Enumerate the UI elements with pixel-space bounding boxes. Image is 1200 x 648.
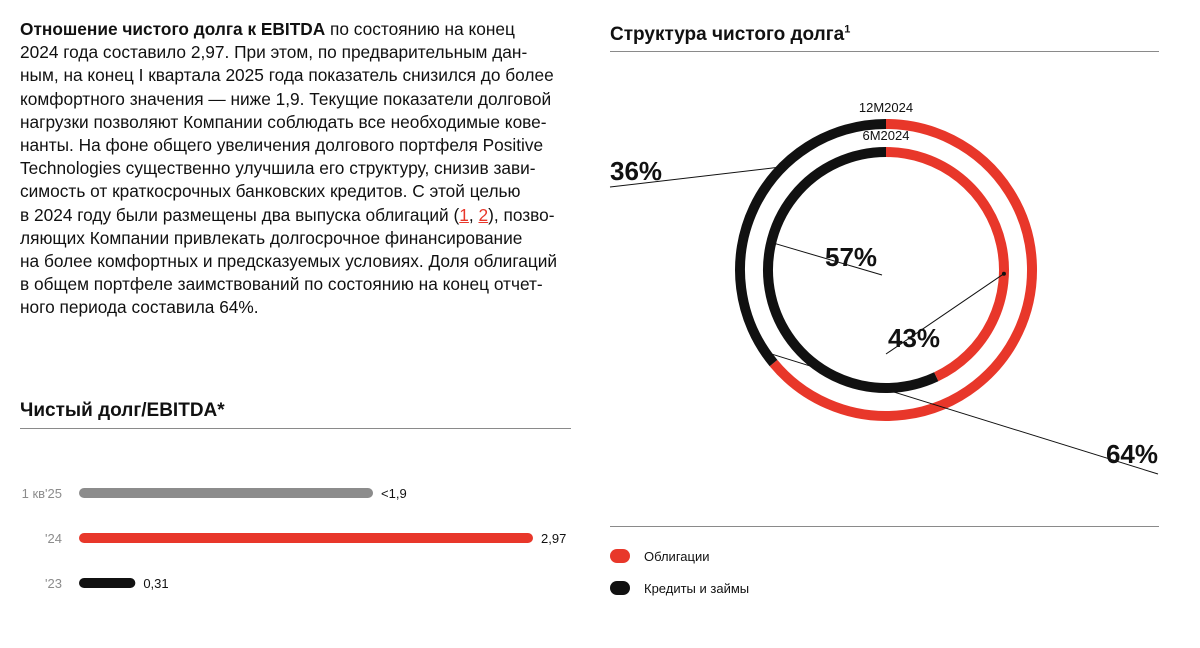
paragraph-line: ляющих Компании привлекать долгосрочное …	[20, 227, 523, 248]
donut-slice	[763, 147, 939, 393]
donut-chart-title-text: Структура чистого долга	[610, 24, 845, 45]
callout-leader-line	[771, 241, 883, 276]
legend-label: Кредиты и займы	[644, 580, 750, 596]
paragraph-separator: ,	[468, 204, 479, 225]
donut-slice	[735, 119, 887, 367]
bar-category-label: 1 кв'25	[22, 486, 62, 501]
donut-chart-title-rule	[610, 51, 1159, 52]
legend-swatch	[610, 549, 630, 563]
paragraph-line: ным, на конец I квартала 2025 года показ…	[20, 65, 554, 86]
paragraph-line: комфортного значения — ниже 1,9. Текущие…	[20, 88, 552, 109]
paragraph-bold-lead: Отношение чистого долга к EBITDA	[20, 19, 326, 39]
net-debt-structure-donut-chart: 12M2024 6M2024 64% 36% 43% 57%	[609, 100, 1159, 475]
callout-leader-line	[609, 166, 783, 188]
donut-percent-label: 43%	[888, 323, 940, 353]
bar-value-label: 0,31	[143, 576, 168, 591]
bar-category-label: '24	[45, 531, 62, 546]
bond-issue-link-2[interactable]: 2	[478, 204, 489, 225]
legend-swatch	[610, 581, 630, 595]
legend-label: Облигации	[644, 548, 710, 564]
donut-chart-title-footnote: 1	[844, 23, 851, 36]
legend-top-rule	[610, 526, 1159, 527]
legend-item: Облигации	[610, 540, 749, 572]
paragraph-line: по состоянию на конец	[325, 19, 515, 39]
paragraph-line: в 2024 году были размещены два выпуска о…	[20, 204, 460, 225]
paragraph-line: на более комфортных и предсказуемых усло…	[20, 251, 558, 272]
donut-ring-label: 6M2024	[863, 128, 910, 143]
donut-legend: Облигации Кредиты и займы	[610, 540, 749, 604]
donut-ring-label: 12M2024	[859, 100, 913, 115]
paragraph-line: симость от краткосрочных банковских кред…	[20, 181, 521, 202]
bar-value-label: <1,9	[381, 486, 407, 501]
bar-value-label: 2,97	[541, 531, 566, 546]
paragraph-line: ), позво-	[488, 204, 555, 225]
donut-percent-label: 64%	[1106, 439, 1158, 469]
callout-leader-line	[765, 351, 1159, 475]
callout-anchor-dot	[1001, 271, 1006, 276]
bond-issue-link-1[interactable]: 1	[459, 204, 469, 225]
paragraph-line: в общем портфеле заимствований по состоя…	[20, 274, 543, 295]
donut-percent-label: 57%	[825, 242, 877, 272]
bar-chart-title-rule	[20, 428, 571, 429]
intro-paragraph: Отношение чистого долга к EBITDA по сост…	[20, 18, 580, 320]
net-debt-ebitda-bar-chart: 1 кв'25 <1,9 '24 2,97 '23 0,31	[22, 486, 567, 591]
paragraph-line: 2024 года составило 2,97. При этом, по п…	[20, 42, 528, 63]
callout-leader-line	[885, 273, 1005, 355]
donut-percent-label: 36%	[610, 156, 662, 186]
bar-category-label: '23	[45, 576, 62, 591]
callout-anchor-dot	[769, 240, 774, 245]
paragraph-line: ного периода составила 64%.	[20, 297, 259, 318]
bar-chart-title: Чистый долг/EBITDA*	[20, 400, 225, 421]
donut-slice	[885, 147, 1009, 382]
donut-chart-title: Структура чистого долга1	[610, 24, 850, 46]
paragraph-line: нанты. На фоне общего увеличения долгово…	[20, 135, 544, 156]
donut-slice	[769, 119, 1038, 421]
callout-anchor-dot	[780, 164, 785, 169]
legend-item: Кредиты и займы	[610, 572, 749, 604]
paragraph-line: Technologies существенно улучшила его ст…	[20, 158, 536, 179]
paragraph-line: нагрузки позволяют Компании соблюдать вс…	[20, 111, 547, 132]
callout-anchor-dot	[763, 350, 768, 355]
